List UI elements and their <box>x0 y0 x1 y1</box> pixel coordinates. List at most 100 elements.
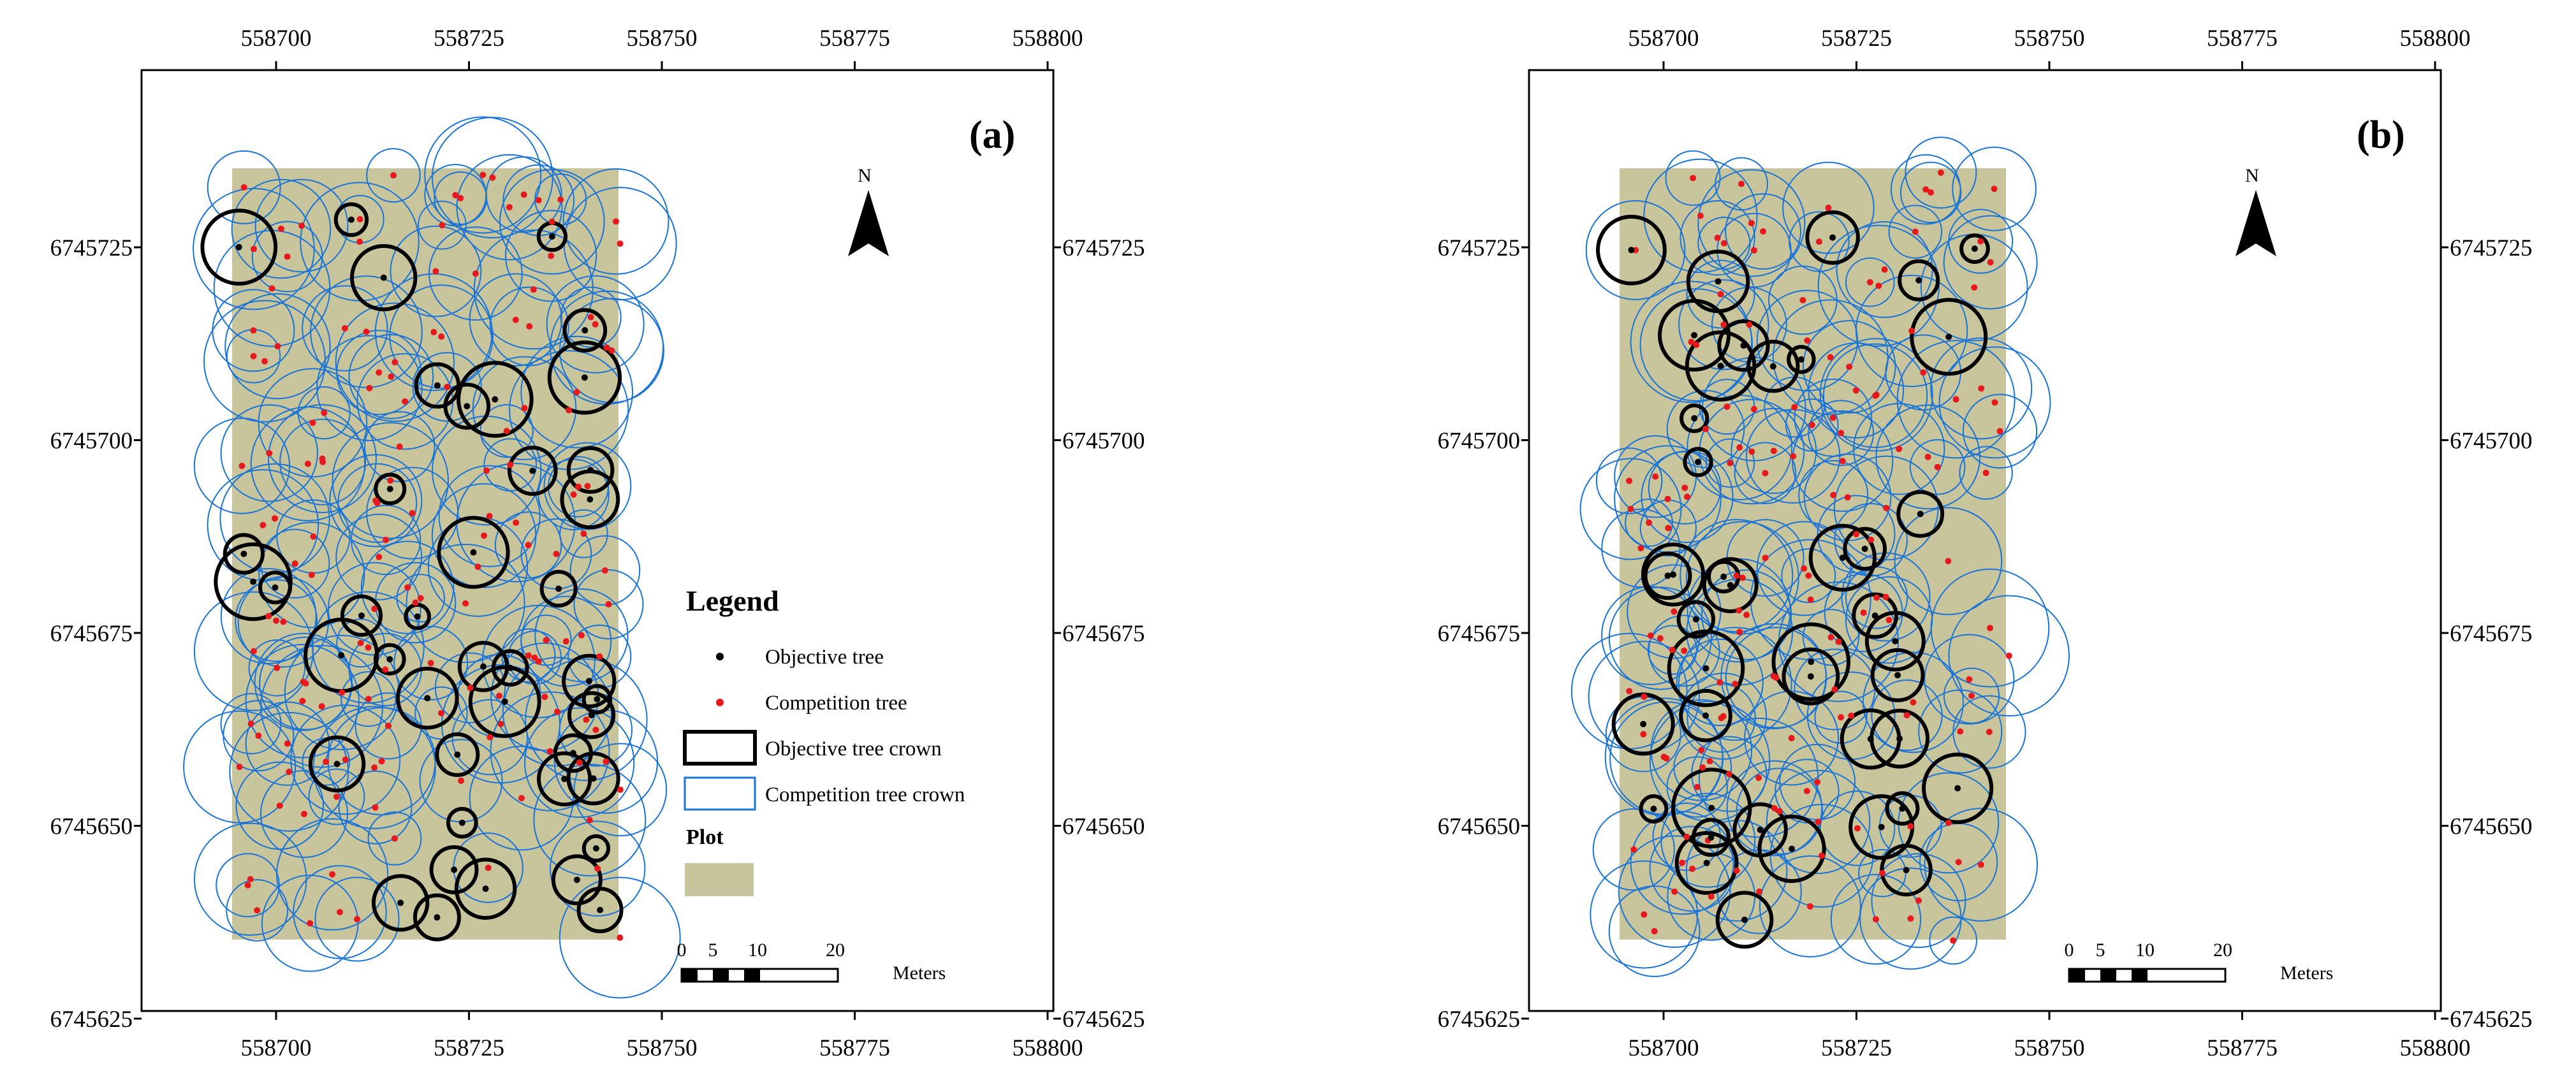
scale-tick: 10 <box>748 940 767 961</box>
competition-tree <box>1651 927 1658 934</box>
competition-tree <box>592 321 599 328</box>
competition-tree <box>240 184 247 191</box>
objective-crown <box>537 751 592 807</box>
competition-tree <box>1739 574 1746 581</box>
competition-tree <box>372 804 379 811</box>
competition-crown <box>1808 342 1905 439</box>
objective-tree <box>470 549 477 556</box>
competition-tree <box>1746 321 1753 328</box>
competition-tree <box>319 455 326 462</box>
competition-tree <box>329 871 336 878</box>
competition-crown <box>1630 280 1753 403</box>
competition-tree <box>592 727 599 734</box>
competition-tree <box>605 601 612 608</box>
y-tick-label-right: 6745725 <box>2450 235 2533 261</box>
competition-tree <box>299 697 306 704</box>
competition-tree <box>1830 491 1837 498</box>
objective-crown <box>1843 527 1887 571</box>
competition-crown <box>1625 498 1673 547</box>
competition-tree <box>1875 282 1882 289</box>
x-tick-label-bottom: 558800 <box>2400 1035 2471 1061</box>
competition-crown <box>1698 717 1819 838</box>
objective-tree <box>1741 916 1748 923</box>
competition-tree <box>1699 764 1706 771</box>
objective-tree <box>1789 845 1796 852</box>
competition-crown <box>1579 458 1682 560</box>
competition-crown <box>1678 279 1769 370</box>
competition-tree <box>1924 453 1931 460</box>
competition-tree <box>392 835 399 842</box>
objective-crown <box>1641 542 1706 607</box>
competition-tree <box>382 666 389 673</box>
north-label: N <box>2245 165 2259 186</box>
competition-tree <box>1945 558 1952 565</box>
competition-crown <box>525 658 648 781</box>
competition-tree <box>531 654 538 661</box>
objective-crown <box>429 845 479 894</box>
competition-tree <box>247 720 254 727</box>
competition-crown <box>533 764 647 876</box>
y-tick-label-left: 6745725 <box>50 235 133 261</box>
map-panel-b: (b) N 0 5 10 20 Meters <box>1528 69 2442 1012</box>
competition-crown <box>1725 193 1802 270</box>
competition-tree <box>1996 428 2003 435</box>
scale-tick: 20 <box>826 940 845 961</box>
objective-tree <box>1861 545 1868 552</box>
competition-tree <box>548 252 555 259</box>
objective-crown <box>1896 490 1945 538</box>
competition-tree <box>596 653 603 660</box>
competition-tree <box>1928 189 1935 196</box>
objective-crown <box>1898 259 1940 302</box>
competition-crown <box>1595 447 1663 514</box>
competition-tree <box>365 695 372 702</box>
competition-tree <box>1838 714 1845 721</box>
competition-tree <box>1827 354 1834 361</box>
objective-crown <box>566 752 620 806</box>
competition-crown <box>220 568 317 665</box>
competition-crowns <box>1570 136 2070 977</box>
objective-crown <box>1922 752 1994 824</box>
competition-tree <box>301 810 308 817</box>
x-tick-label-top: 558750 <box>627 25 698 52</box>
competition-tree <box>1750 405 1757 412</box>
competition-tree <box>261 358 268 365</box>
competition-tree <box>1760 228 1767 235</box>
objective-crown <box>454 857 517 920</box>
competition-tree <box>575 483 582 490</box>
north-arrow: N <box>848 165 889 256</box>
competition-crown <box>1817 224 1940 347</box>
competition-tree <box>371 764 378 771</box>
competition-crown <box>438 465 541 567</box>
competition-tree <box>365 644 372 651</box>
competition-tree <box>409 509 416 516</box>
scale-tick: 20 <box>2213 940 2232 961</box>
competition-tree <box>548 218 555 225</box>
competition-tree <box>387 477 394 484</box>
objective-tree <box>482 885 489 892</box>
competition-tree <box>265 613 272 620</box>
competition-crown <box>1641 450 1734 543</box>
competition-crown <box>1899 161 1962 224</box>
competition-crown <box>226 879 289 942</box>
x-tick-label-bottom: 558725 <box>434 1035 504 1061</box>
objective-tree <box>529 467 536 474</box>
competition-crown <box>1772 299 1889 416</box>
competition-crown <box>337 463 418 543</box>
competition-crown <box>348 333 434 419</box>
objective-crown-symbol <box>683 730 757 766</box>
competition-crown <box>406 544 525 664</box>
legend: Legend Objective tree Competition tree O… <box>683 585 965 896</box>
competition-crown <box>290 704 401 815</box>
objective-crown <box>1676 600 1716 639</box>
competition-crown <box>267 404 377 514</box>
objective-crown <box>340 594 383 637</box>
competition-tree <box>321 409 328 416</box>
competition-tree <box>430 329 437 336</box>
competition-tree <box>376 369 383 376</box>
objective-crown <box>1787 345 1816 374</box>
objective-tree <box>348 216 355 223</box>
competition-crown <box>560 286 622 348</box>
competition-tree <box>1717 291 1724 298</box>
competition-tree <box>566 407 573 414</box>
